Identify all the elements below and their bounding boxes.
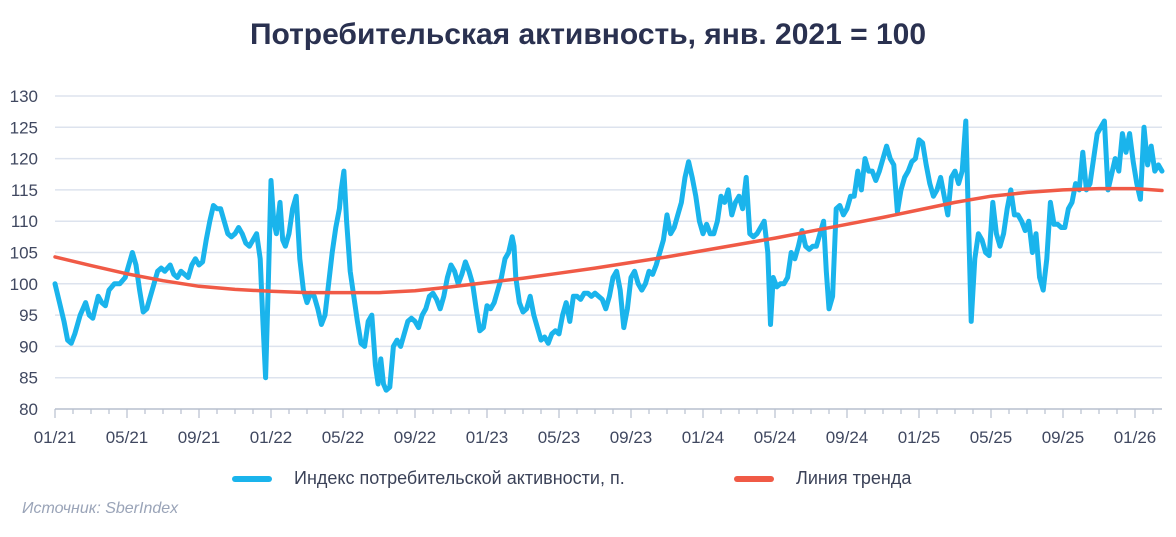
y-tick-label: 115: [11, 181, 38, 200]
series-trend-line: [53, 186, 1164, 295]
y-tick-label: 120: [10, 150, 38, 169]
x-tick-label: 01/25: [898, 428, 941, 447]
y-tick-label: 90: [19, 337, 38, 356]
legend-item-trend[interactable]: Линия тренда: [734, 468, 911, 489]
series-group: [52, 118, 1165, 393]
x-tick-label: 05/21: [106, 428, 149, 447]
legend-swatch-trend: [734, 475, 774, 482]
x-tick-label: 01/23: [466, 428, 509, 447]
y-tick-label: 95: [19, 306, 38, 325]
x-axis: 01/21 05/21 09/21 01/22 05/22 09/22 01/23 05/23…: [34, 408, 1162, 447]
source-note: Источник: SberIndex: [22, 500, 179, 517]
x-tick-label: 01/26: [1114, 428, 1157, 447]
x-tick-label: 05/24: [754, 428, 797, 447]
x-tick-label: 09/22: [394, 428, 437, 447]
y-tick-label: 100: [10, 275, 38, 294]
legend-swatch-index: [232, 475, 272, 482]
x-tick-label: 05/22: [322, 428, 365, 447]
y-tick-label: 110: [11, 212, 38, 231]
legend-label-trend: Линия тренда: [796, 468, 912, 488]
x-tick-label: 05/25: [970, 428, 1013, 447]
legend-item-index[interactable]: Индекс потребительской активности, п.: [232, 468, 625, 489]
x-tick-label: 05/23: [538, 428, 581, 447]
chart-title: Потребительская активность, янв. 2021 = …: [249, 18, 927, 51]
legend: Индекс потребительской активности, п. Ли…: [0, 468, 1176, 494]
x-tick-label: 09/25: [1042, 428, 1085, 447]
y-tick-label: 85: [19, 369, 38, 388]
x-tick-label: 01/24: [682, 428, 725, 447]
y-tick-label: 130: [10, 87, 38, 106]
x-tick-label: 09/23: [610, 428, 653, 447]
y-tick-label: 125: [10, 118, 38, 137]
y-tick-label: 80: [19, 400, 38, 419]
x-tick-label: 01/21: [34, 428, 77, 447]
x-tick-label: 09/21: [178, 428, 221, 447]
legend-label-index: Индекс потребительской активности, п.: [294, 468, 625, 488]
y-tick-label: 105: [10, 244, 38, 263]
x-tick-label: 09/24: [826, 428, 869, 447]
x-tick-label: 01/22: [250, 428, 293, 447]
series-index-line: [52, 118, 1165, 393]
grid: [55, 95, 1162, 379]
y-axis: 80 85 90 95 100 105 110 115 120 125 130: [10, 87, 38, 419]
